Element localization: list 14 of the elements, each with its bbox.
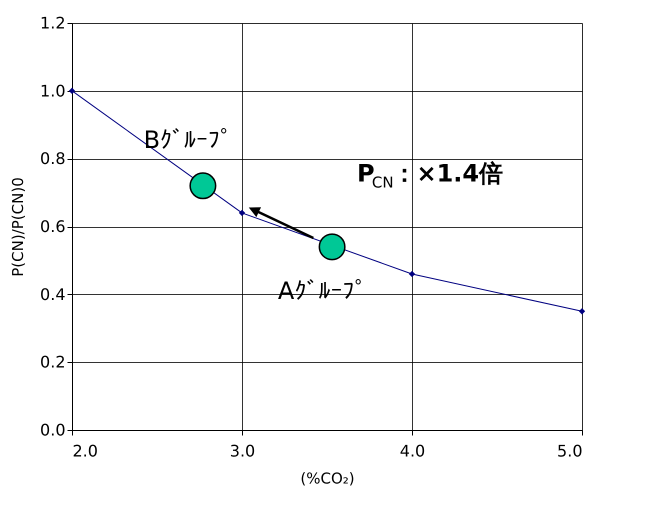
y-tick-label: 0.2 [40, 352, 66, 372]
x-tick-label: 3.0 [230, 442, 256, 460]
x-tick-label: 5.0 [557, 442, 582, 460]
y-tick-label: 1.0 [40, 81, 66, 100]
annotation: Bｸﾞﾙｰﾌﾟ [144, 126, 232, 154]
y-tick-label: 0.8 [40, 149, 66, 168]
y-tick-label: 1.2 [40, 14, 66, 32]
y-axis-title: P(CN)/P(CN)0 [9, 177, 28, 277]
x-tick-label: 2.0 [72, 442, 98, 460]
y-tick-label: 0.0 [40, 420, 66, 440]
x-tick-label: 4.0 [400, 442, 426, 460]
x-axis-title: (%CO₂) [300, 470, 355, 488]
y-tick-label: 0.4 [40, 284, 66, 304]
y-tick-label: 0.6 [40, 217, 66, 236]
